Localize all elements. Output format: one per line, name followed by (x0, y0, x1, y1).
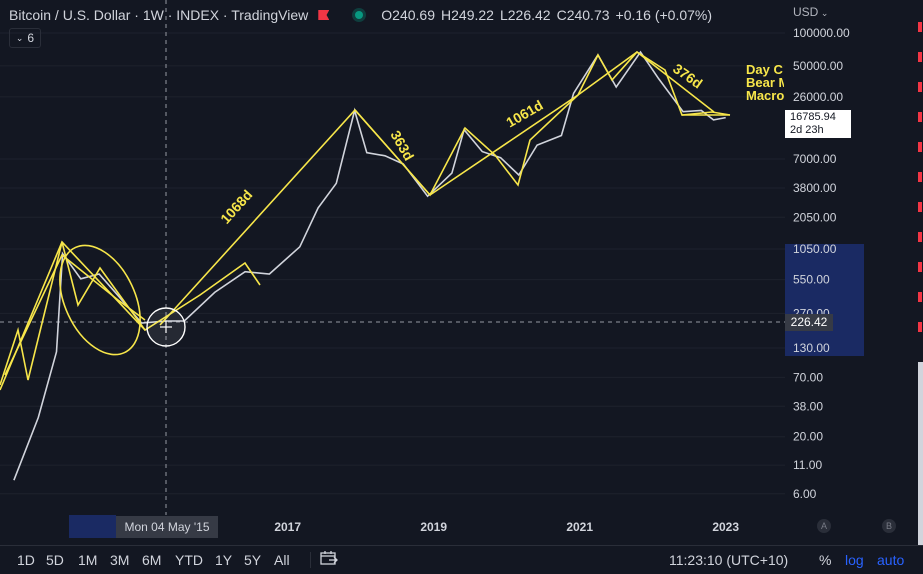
percent-scale-button[interactable]: % (819, 552, 832, 568)
annotation-line: Macro (746, 88, 784, 102)
price-range-selection (785, 244, 864, 356)
marker-a-icon[interactable]: A (817, 519, 831, 533)
ohlc-close: C240.73 (556, 7, 610, 23)
crosshair-date-label: Mon 04 May '15 (116, 516, 218, 538)
timeframe-6m-button[interactable]: 6M (142, 552, 162, 568)
auto-scale-button[interactable]: auto (877, 552, 905, 568)
timeframe-1m-button[interactable]: 1M (78, 552, 98, 568)
text-annotation[interactable]: Day C Bear M Macro (746, 63, 784, 102)
price-tick-label: 26000.00 (793, 90, 843, 104)
ohlc-high: H249.22 (441, 7, 494, 23)
price-tick-label: 70.00 (793, 370, 823, 384)
time-tick-label: 2017 (274, 520, 301, 534)
time-tick-label: 2023 (712, 520, 739, 534)
price-tick-label: 2050.00 (793, 210, 837, 224)
annotation-line: Bear M (746, 75, 784, 90)
price-tick-label: 7000.00 (793, 152, 837, 166)
last-price-label: 16785.94 2d 23h (785, 110, 851, 138)
drawing-duration-label: 363d (387, 128, 417, 164)
symbol-title[interactable]: Bitcoin / U.S. Dollar · 1W · INDEX · Tra… (9, 7, 309, 23)
price-tick-label: 6.00 (793, 487, 817, 501)
chevron-down-icon: ⌄ (15, 32, 24, 43)
timeframe-all-button[interactable]: All (274, 552, 290, 568)
chevron-down-icon: ⌄ (818, 8, 829, 18)
yellow-drawings (0, 50, 731, 391)
price-tick-label: 550.00 (793, 273, 830, 287)
toolbar-divider (310, 552, 311, 568)
market-status-icon (355, 11, 364, 19)
timeframe-ytd-button[interactable]: YTD (175, 552, 203, 568)
time-tick-label: 2021 (566, 520, 593, 534)
drawing-duration-label: 1061d (503, 97, 545, 131)
bar-countdown: 2d 23h (790, 124, 824, 136)
timeframe-3m-button[interactable]: 3M (110, 552, 130, 568)
price-tick-label: 130.00 (793, 341, 830, 355)
timeframe-1y-button[interactable]: 1Y (215, 552, 233, 568)
timeframe-5d-button[interactable]: 5D (46, 552, 64, 568)
ohlc-change: +0.16 (+0.07%) (615, 7, 713, 23)
crosshair-cursor-icon (160, 321, 172, 333)
last-price-value: 16785.94 (790, 111, 836, 123)
marker-b-icon[interactable]: B (882, 519, 896, 533)
drawing-labels: 1068d 363d 1061d 376d (217, 60, 705, 227)
date-range-selection (69, 515, 116, 538)
crosshair-price-label: 226.42 (785, 314, 833, 331)
price-tick-label: 1050.00 (793, 242, 837, 256)
price-tick-label: 38.00 (793, 399, 823, 413)
bottom-toolbar: 1D 5D 1M 3M 6M YTD 1Y 5Y All 11:23:10 (U… (0, 545, 923, 574)
trend-drawing (0, 241, 261, 386)
indicator-count: 6 (27, 31, 35, 45)
drawing-duration-label: 376d (670, 60, 705, 91)
indicators-toggle-button[interactable]: ⌄ 6 (9, 28, 41, 48)
trend-drawing (354, 50, 715, 197)
annotation-line: Day C (746, 63, 783, 77)
calendar-goto-icon[interactable] (320, 550, 338, 566)
currency-selector[interactable]: USD ⌄ (793, 5, 828, 19)
right-edge-markers (918, 22, 923, 552)
time-tick-label: 2019 (420, 520, 447, 534)
ohlc-low: L226.42 (499, 7, 551, 23)
ellipse-drawing (59, 244, 141, 356)
price-tick-label: 50000.00 (793, 59, 843, 73)
chart-legend: Bitcoin / U.S. Dollar · 1W · INDEX · Tra… (9, 7, 718, 23)
price-tick-label: 100000.00 (793, 26, 850, 40)
timeframe-1d-button[interactable]: 1D (17, 552, 35, 568)
timeframe-5y-button[interactable]: 5Y (244, 552, 262, 568)
price-tick-label: 20.00 (793, 430, 823, 444)
time-axis: 2017 2019 2021 2023 (274, 520, 739, 534)
price-tick-label: 11.00 (793, 458, 822, 472)
log-scale-button[interactable]: log (845, 552, 864, 568)
flag-icon[interactable] (318, 10, 330, 20)
price-series-line (13, 50, 726, 481)
drawing-duration-label: 1068d (217, 187, 255, 227)
price-tick-label: 3800.00 (793, 181, 837, 195)
trend-drawing (4, 253, 146, 376)
ohlc-open: O240.69 (381, 7, 435, 23)
chart-grid (0, 32, 785, 495)
timezone-clock[interactable]: 11:23:10 (UTC+10) (669, 552, 789, 568)
currency-label: USD (793, 5, 819, 19)
